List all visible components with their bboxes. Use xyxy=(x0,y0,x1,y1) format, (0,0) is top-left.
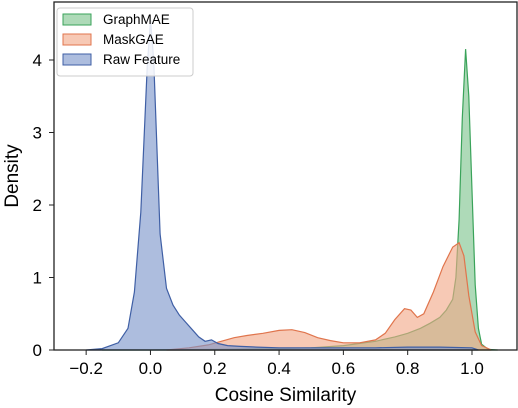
y-tick-label: 4 xyxy=(33,51,42,70)
x-axis-label: Cosine Similarity xyxy=(215,385,357,406)
x-tick-label: 1.0 xyxy=(460,359,484,378)
legend-swatch xyxy=(62,13,92,26)
x-tick-label: 0.2 xyxy=(203,359,227,378)
y-tick-label: 1 xyxy=(33,269,42,288)
legend-label: MaskGAE xyxy=(103,32,164,47)
legend-swatch xyxy=(62,53,92,66)
x-axis-ticks: −0.2 0.0 0.2 0.4 0.6 0.8 1.0 xyxy=(69,350,484,378)
legend: GraphMAE MaskGAE Raw Feature xyxy=(56,7,194,77)
y-axis-label: Density xyxy=(2,144,23,208)
x-tick-label: −0.2 xyxy=(69,359,103,378)
series-area-maskgae xyxy=(166,241,492,351)
legend-label: Raw Feature xyxy=(103,52,180,67)
y-tick-label: 0 xyxy=(33,341,42,360)
y-axis-ticks: 0 1 2 3 4 xyxy=(33,51,54,360)
plot-frame xyxy=(53,1,518,351)
x-tick-label: 0.8 xyxy=(396,359,420,378)
y-tick-label: 3 xyxy=(33,124,42,143)
y-tick-label: 2 xyxy=(33,196,42,215)
x-tick-label: 0.4 xyxy=(267,359,291,378)
legend-swatch xyxy=(62,33,92,46)
series-area-raw-feature xyxy=(86,20,479,351)
legend-label: GraphMAE xyxy=(103,12,170,27)
density-areas xyxy=(86,20,498,351)
x-tick-label: 0.0 xyxy=(139,359,163,378)
x-tick-label: 0.6 xyxy=(332,359,356,378)
